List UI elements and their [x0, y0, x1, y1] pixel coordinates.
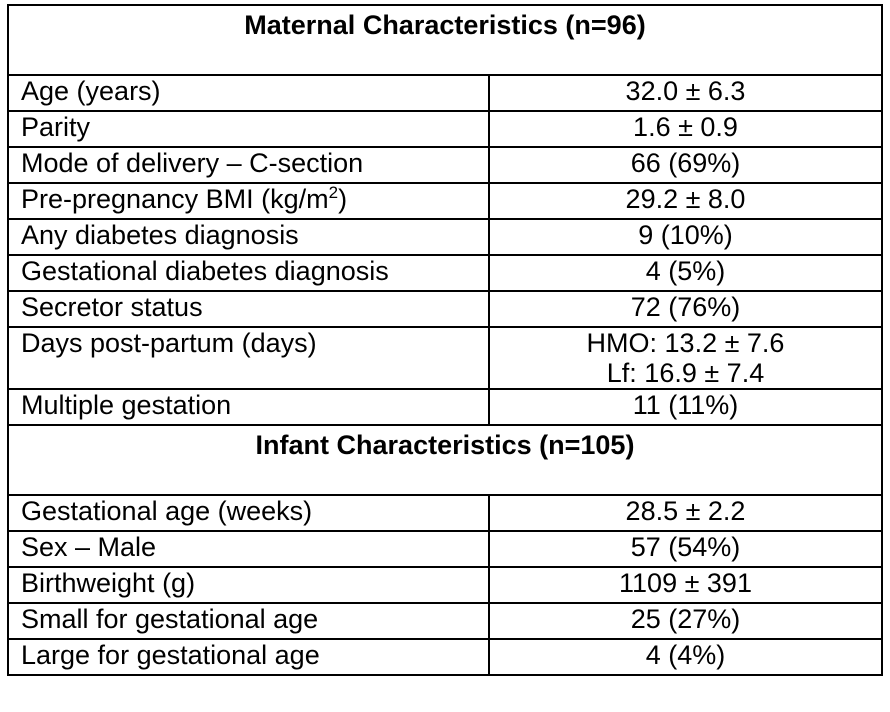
- maternal-section-header: Maternal Characteristics (n=96): [7, 4, 883, 76]
- table-row: Multiple gestation 11 (11%): [7, 388, 883, 426]
- row-label: Days post-partum (days): [7, 326, 490, 390]
- row-label: Sex – Male: [7, 530, 490, 568]
- row-label: Multiple gestation: [7, 388, 490, 426]
- row-value: 9 (10%): [488, 218, 883, 256]
- table-row: Large for gestational age 4 (4%): [7, 638, 883, 676]
- table-row: Secretor status 72 (76%): [7, 290, 883, 328]
- row-value: 1109 ± 391: [488, 566, 883, 604]
- table-row: Birthweight (g) 1109 ± 391: [7, 566, 883, 604]
- characteristics-table-wrapper: Maternal Characteristics (n=96) Age (yea…: [7, 4, 883, 676]
- table-row: Parity 1.6 ± 0.9: [7, 110, 883, 148]
- row-value: 4 (4%): [488, 638, 883, 676]
- table-row: Sex – Male 57 (54%): [7, 530, 883, 568]
- table-row: Gestational diabetes diagnosis 4 (5%): [7, 254, 883, 292]
- row-label: Parity: [7, 110, 490, 148]
- row-label: Small for gestational age: [7, 602, 490, 640]
- table-row: Mode of delivery – C-section 66 (69%): [7, 146, 883, 184]
- table-row: Age (years) 32.0 ± 6.3: [7, 74, 883, 112]
- row-label: Large for gestational age: [7, 638, 490, 676]
- row-label-text-end: ): [338, 184, 348, 214]
- row-label-text: Pre-pregnancy BMI (kg/m: [21, 184, 329, 214]
- row-value: 4 (5%): [488, 254, 883, 292]
- row-value: 57 (54%): [488, 530, 883, 568]
- row-value-line: Lf: 16.9 ± 7.4: [606, 358, 765, 388]
- row-label: Birthweight (g): [7, 566, 490, 604]
- table-row: Small for gestational age 25 (27%): [7, 602, 883, 640]
- table-row: Any diabetes diagnosis 9 (10%): [7, 218, 883, 256]
- superscript: 2: [328, 183, 339, 202]
- table-row: Gestational age (weeks) 28.5 ± 2.2: [7, 494, 883, 532]
- row-label: Age (years): [7, 74, 490, 112]
- row-label: Any diabetes diagnosis: [7, 218, 490, 256]
- row-value: 11 (11%): [488, 388, 883, 426]
- row-value: HMO: 13.2 ± 7.6 Lf: 16.9 ± 7.4: [488, 326, 883, 390]
- section-header-row: Infant Characteristics (n=105): [7, 424, 883, 496]
- row-value: 66 (69%): [488, 146, 883, 184]
- characteristics-table: Maternal Characteristics (n=96) Age (yea…: [7, 4, 883, 676]
- row-label: Secretor status: [7, 290, 490, 328]
- infant-section-header: Infant Characteristics (n=105): [7, 424, 883, 496]
- row-value: 29.2 ± 8.0: [488, 182, 883, 220]
- row-value: 32.0 ± 6.3: [488, 74, 883, 112]
- row-value: 28.5 ± 2.2: [488, 494, 883, 532]
- table-row: Days post-partum (days) HMO: 13.2 ± 7.6 …: [7, 326, 883, 390]
- row-label: Pre-pregnancy BMI (kg/m2): [7, 182, 490, 220]
- table-row: Pre-pregnancy BMI (kg/m2) 29.2 ± 8.0: [7, 182, 883, 220]
- row-label: Mode of delivery – C-section: [7, 146, 490, 184]
- row-value: 1.6 ± 0.9: [488, 110, 883, 148]
- row-label: Gestational diabetes diagnosis: [7, 254, 490, 292]
- row-value: 72 (76%): [488, 290, 883, 328]
- row-value-line: HMO: 13.2 ± 7.6: [586, 328, 785, 358]
- section-header-row: Maternal Characteristics (n=96): [7, 4, 883, 76]
- row-label: Gestational age (weeks): [7, 494, 490, 532]
- row-value: 25 (27%): [488, 602, 883, 640]
